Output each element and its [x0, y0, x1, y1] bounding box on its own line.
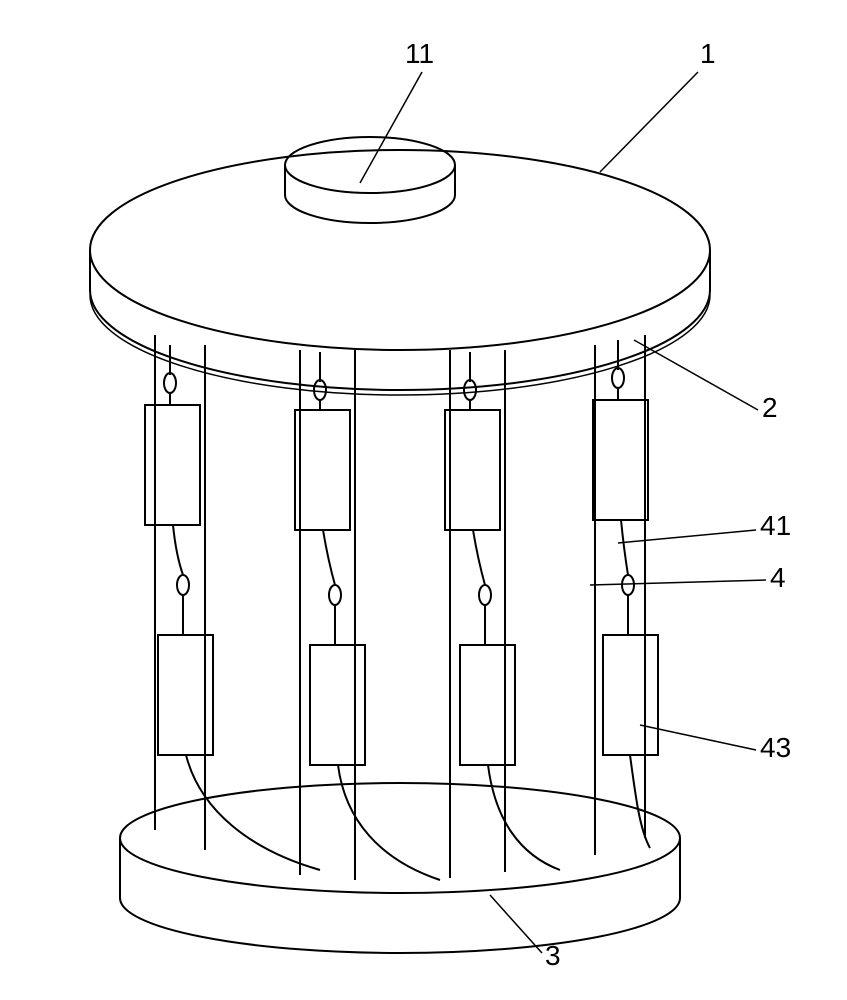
label-4: 4: [770, 562, 786, 594]
label-3: 3: [545, 940, 561, 972]
connecting-cables: [173, 520, 628, 585]
label-11: 11: [405, 38, 434, 70]
hanging-units-row1: [145, 340, 648, 530]
label-2: 2: [762, 392, 778, 424]
hanging-units-row2: [158, 575, 658, 765]
bottom-cables: [186, 755, 650, 880]
label-43: 43: [760, 732, 791, 764]
label-lines: [360, 72, 766, 953]
technical-diagram: [0, 0, 847, 1000]
pillars: [155, 335, 645, 880]
label-41: 41: [760, 510, 791, 542]
label-1: 1: [700, 38, 716, 70]
